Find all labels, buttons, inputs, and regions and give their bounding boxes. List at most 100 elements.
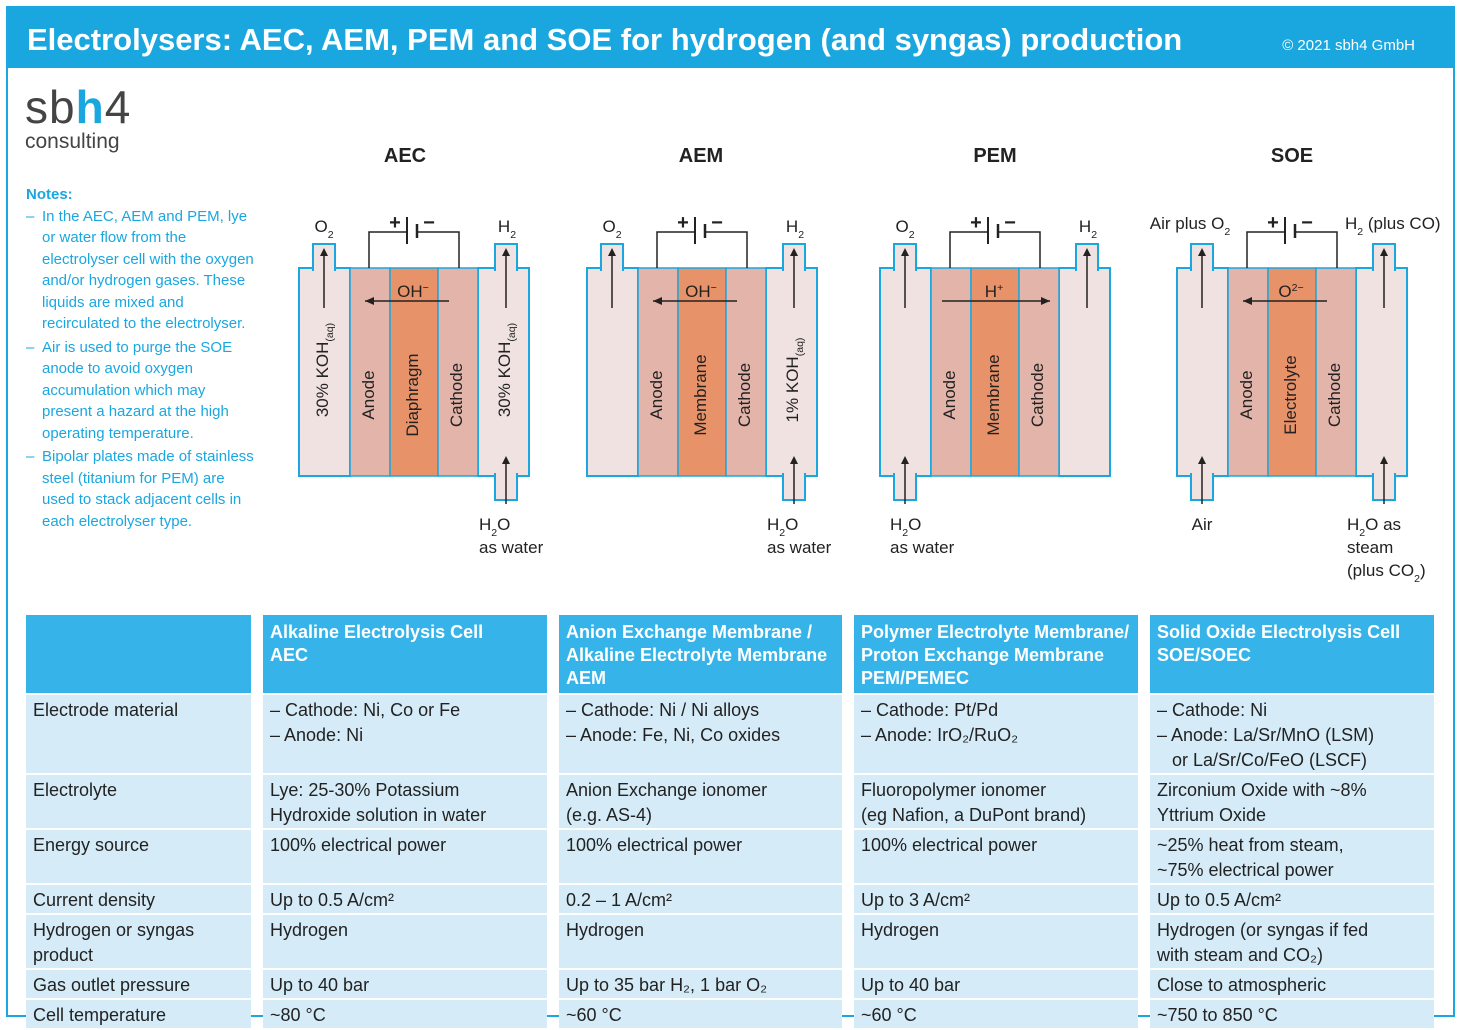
row-label: Electrolyte <box>26 775 251 828</box>
note-item: Air is used to purge the SOE anode to av… <box>26 337 256 445</box>
minus-sign: − <box>423 212 435 234</box>
cathode-layer <box>1018 267 1060 477</box>
table-row: Electrolyte Lye: 25-30% Potassium Hydroxid… <box>26 775 1434 828</box>
plus-sign: + <box>1267 212 1279 234</box>
table-cell: Up to 0.5 A/cm² <box>263 885 547 913</box>
cathode-channel <box>477 267 530 477</box>
diagram-title-pem: PEM <box>973 145 1017 167</box>
arrow-head <box>901 248 909 256</box>
minus-sign: − <box>1004 212 1016 234</box>
right-inlet-label: H2O <box>479 515 510 539</box>
table-cell: Zirconium Oxide with ~8% Yttrium Oxide <box>1150 775 1434 828</box>
circuit-wire <box>705 231 748 268</box>
separator-label: Electrolyte <box>1281 355 1300 434</box>
table-cell: – Cathode: Pt/Pd – Anode: IrO₂/RuO₂ <box>854 695 1138 773</box>
arrow-head <box>502 456 510 464</box>
table-cell: 100% electrical power <box>559 830 842 883</box>
right-outlet-label: H2 (plus CO) <box>1345 214 1441 238</box>
cathode-channel <box>1058 267 1111 477</box>
right-inlet-label: (plus CO2) <box>1347 561 1426 585</box>
cathode-label: Cathode <box>1325 363 1344 427</box>
table-cell: Up to 3 A/cm² <box>854 885 1138 913</box>
row-label: Gas outlet pressure <box>26 970 251 998</box>
circuit-wire <box>656 231 695 268</box>
minus-sign: − <box>711 212 723 234</box>
logo-mark: sbh4 <box>25 81 132 133</box>
column-header-aec: Alkaline Electrolysis Cell AEC <box>263 615 547 693</box>
table-cell: 100% electrical power <box>263 830 547 883</box>
right-inlet-label: as water <box>479 538 544 557</box>
table-cell: Up to 40 bar <box>854 970 1138 998</box>
arrow-head <box>502 248 510 256</box>
anode-channel <box>586 267 639 477</box>
arrow-head <box>365 297 374 305</box>
header-blank-cell <box>26 615 251 693</box>
sbh4-logo: sbh4 consulting <box>25 84 131 154</box>
ion-label: OH− <box>685 282 717 301</box>
plus-sign: + <box>389 212 401 234</box>
note-item: In the AEC, AEM and PEM, lye or water fl… <box>26 206 256 335</box>
header-bar: Electrolysers: AEC, AEM, PEM and SOE for… <box>6 6 1455 68</box>
anode-label: Anode <box>359 370 378 419</box>
table-cell: ~80 °C <box>263 1000 547 1028</box>
ion-label: O2− <box>1278 282 1303 301</box>
table-cell: – Cathode: Ni, Co or Fe – Anode: Ni <box>263 695 547 773</box>
arrow-head <box>608 248 616 256</box>
table-cell: Hydrogen <box>854 915 1138 968</box>
table-cell: 100% electrical power <box>854 830 1138 883</box>
diagram-soe: + − O2− Anode Electrolyte Cathode Air plus O2 H… <box>1150 212 1441 585</box>
right-outlet-label: H2 <box>786 217 804 241</box>
separator-layer <box>677 267 727 477</box>
notes-panel: Notes: In the AEC, AEM and PEM, lye or w… <box>26 184 256 534</box>
diagram-title-aem: AEM <box>678 145 724 167</box>
anode-layer <box>930 267 972 477</box>
table-cell: 0.2 – 1 A/cm² <box>559 885 842 913</box>
circuit-wire <box>368 231 407 268</box>
table-cell: Hydrogen <box>559 915 842 968</box>
circuit-wire <box>1246 231 1285 268</box>
arrow-head <box>790 248 798 256</box>
table-row: Energy source 100% electrical power 100% e… <box>26 830 1434 883</box>
table-cell: Anion Exchange ionomer (e.g. AS-4) <box>559 775 842 828</box>
arrow-head <box>1198 456 1206 464</box>
right-inlet-label: H2O <box>767 515 798 539</box>
separator-label: Membrane <box>691 354 710 435</box>
ion-label: OH− <box>397 282 429 301</box>
diagram-title-aec: AEC <box>383 145 427 167</box>
separator-label: Diaphragm <box>403 353 422 436</box>
row-label: Hydrogen or syngas product <box>26 915 251 968</box>
table-cell: Up to 0.5 A/cm² <box>1150 885 1434 913</box>
copyright: © 2021 sbh4 GmbH <box>1282 37 1415 54</box>
note-item: Bipolar plates made of stainless steel (… <box>26 446 256 532</box>
table-row: Hydrogen or syngas product Hydrogen Hydroge… <box>26 915 1434 968</box>
row-label: Energy source <box>26 830 251 883</box>
cathode-layer <box>1315 267 1357 477</box>
table-cell: ~25% heat from steam, ~75% electrical pow… <box>1150 830 1434 883</box>
left-inlet-label: as water <box>890 538 955 557</box>
separator-layer <box>1267 267 1317 477</box>
left-outlet-label: O2 <box>314 217 333 241</box>
table-cell: Hydrogen <box>263 915 547 968</box>
separator-layer <box>389 267 439 477</box>
arrow-head <box>1041 297 1050 305</box>
cathode-label: Cathode <box>447 363 466 427</box>
table-row: Electrode material – Cathode: Ni, Co or F… <box>26 695 1434 773</box>
diagram-title-soe: SOE <box>1270 145 1314 167</box>
arrow-head <box>653 297 662 305</box>
cathode-channel <box>1355 267 1408 477</box>
table-cell: Up to 35 bar H₂, 1 bar O₂ <box>559 970 842 998</box>
cathode-layer <box>725 267 767 477</box>
arrow-head <box>320 248 328 256</box>
logo-subtitle: consulting <box>25 130 120 153</box>
left-inlet-label: H2O <box>890 515 921 539</box>
arrow-head <box>1243 297 1252 305</box>
left-outlet-label: Air plus O2 <box>1150 214 1231 238</box>
arrow-head <box>1083 248 1091 256</box>
left-fluid-label: 30% KOH(aq) <box>313 323 335 417</box>
table-row: Current density Up to 0.5 A/cm² 0.2 – 1 A/… <box>26 885 1434 913</box>
anode-label: Anode <box>940 370 959 419</box>
right-fluid-label: 1% KOH(aq) <box>783 338 805 423</box>
column-header-pem: Polymer Electrolyte Membrane/Proton Exch… <box>854 615 1138 693</box>
